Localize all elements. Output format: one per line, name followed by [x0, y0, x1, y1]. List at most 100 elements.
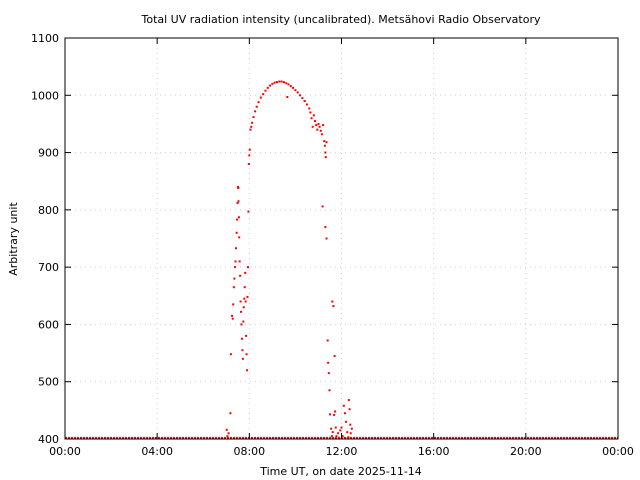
data-point: [233, 277, 236, 280]
data-point: [273, 81, 276, 84]
data-point: [239, 274, 242, 277]
data-point: [237, 200, 240, 203]
data-point: [335, 435, 338, 438]
data-point: [328, 389, 331, 392]
data-point: [237, 187, 240, 190]
data-point: [231, 317, 234, 320]
data-point: [238, 236, 241, 239]
data-point: [346, 431, 349, 434]
data-point: [332, 305, 335, 308]
y-tick-label: 500: [38, 376, 59, 389]
data-point: [243, 286, 246, 289]
data-point: [343, 412, 346, 415]
data-point: [245, 334, 248, 337]
data-point: [308, 107, 311, 110]
data-point: [333, 354, 336, 357]
data-point: [314, 120, 317, 123]
data-point: [254, 110, 257, 113]
data-point: [241, 357, 244, 360]
data-point: [275, 81, 278, 84]
data-point: [247, 163, 250, 166]
data-point: [249, 128, 252, 131]
data-point: [236, 201, 239, 204]
data-point: [301, 97, 304, 100]
y-tick-label: 700: [38, 261, 59, 274]
data-point: [262, 93, 265, 96]
y-axis-label: Arbitrary unit: [7, 202, 20, 276]
data-point: [257, 101, 260, 104]
data-point: [243, 297, 246, 300]
data-point: [246, 295, 249, 298]
data-point: [339, 429, 342, 432]
data-point: [321, 205, 324, 208]
data-point: [331, 300, 334, 303]
data-point: [248, 148, 251, 151]
data-point: [342, 404, 345, 407]
data-point: [299, 94, 302, 97]
data-point: [325, 237, 328, 240]
y-tick-label: 400: [38, 433, 59, 446]
data-point: [330, 427, 333, 430]
data-point: [244, 271, 247, 274]
data-point: [340, 426, 343, 429]
data-point: [248, 154, 251, 157]
data-point: [341, 435, 344, 438]
data-point: [252, 116, 255, 119]
y-tick-label: 600: [38, 318, 59, 331]
data-point: [327, 361, 330, 364]
data-point: [238, 260, 241, 263]
data-point: [309, 111, 312, 114]
data-point: [347, 399, 350, 402]
data-point: [271, 82, 274, 85]
x-tick-label: 04:00: [141, 445, 173, 458]
data-point: [289, 85, 292, 88]
data-series: [65, 80, 618, 439]
data-point: [328, 413, 331, 416]
data-point: [331, 431, 334, 434]
data-point: [319, 129, 322, 132]
data-point: [312, 114, 315, 117]
data-point: [232, 303, 235, 306]
data-point: [237, 216, 240, 219]
data-point: [236, 218, 239, 221]
data-point: [235, 231, 238, 234]
data-point: [227, 432, 230, 435]
data-point: [287, 83, 290, 86]
data-point: [245, 353, 248, 356]
chart-title: Total UV radiation intensity (uncalibrat…: [141, 13, 541, 26]
data-point: [333, 413, 336, 416]
data-point: [259, 96, 262, 99]
data-point: [250, 125, 253, 128]
data-point: [244, 300, 247, 303]
data-point: [285, 82, 288, 85]
grid-lines: [65, 38, 618, 439]
data-point: [242, 306, 245, 309]
data-point: [229, 412, 232, 415]
data-point: [325, 141, 328, 144]
y-tick-label: 1000: [31, 89, 59, 102]
data-point: [294, 89, 297, 92]
data-point: [292, 86, 295, 89]
data-point: [324, 151, 327, 154]
data-point: [240, 310, 243, 313]
data-point: [239, 300, 242, 303]
data-point: [345, 420, 348, 423]
data-point: [350, 427, 353, 430]
data-point: [303, 100, 306, 103]
data-point: [231, 314, 234, 317]
data-point: [234, 260, 237, 263]
data-point: [337, 432, 340, 435]
data-point: [237, 185, 240, 188]
x-tick-label: 00:00: [602, 445, 634, 458]
data-point: [240, 337, 243, 340]
x-tick-label: 16:00: [418, 445, 450, 458]
data-point: [242, 320, 245, 323]
data-point: [278, 80, 281, 83]
data-point: [348, 408, 351, 411]
data-point: [347, 436, 350, 439]
y-tick-label: 900: [38, 147, 59, 160]
data-point: [324, 226, 327, 229]
data-point: [247, 210, 250, 213]
data-point: [246, 369, 249, 372]
